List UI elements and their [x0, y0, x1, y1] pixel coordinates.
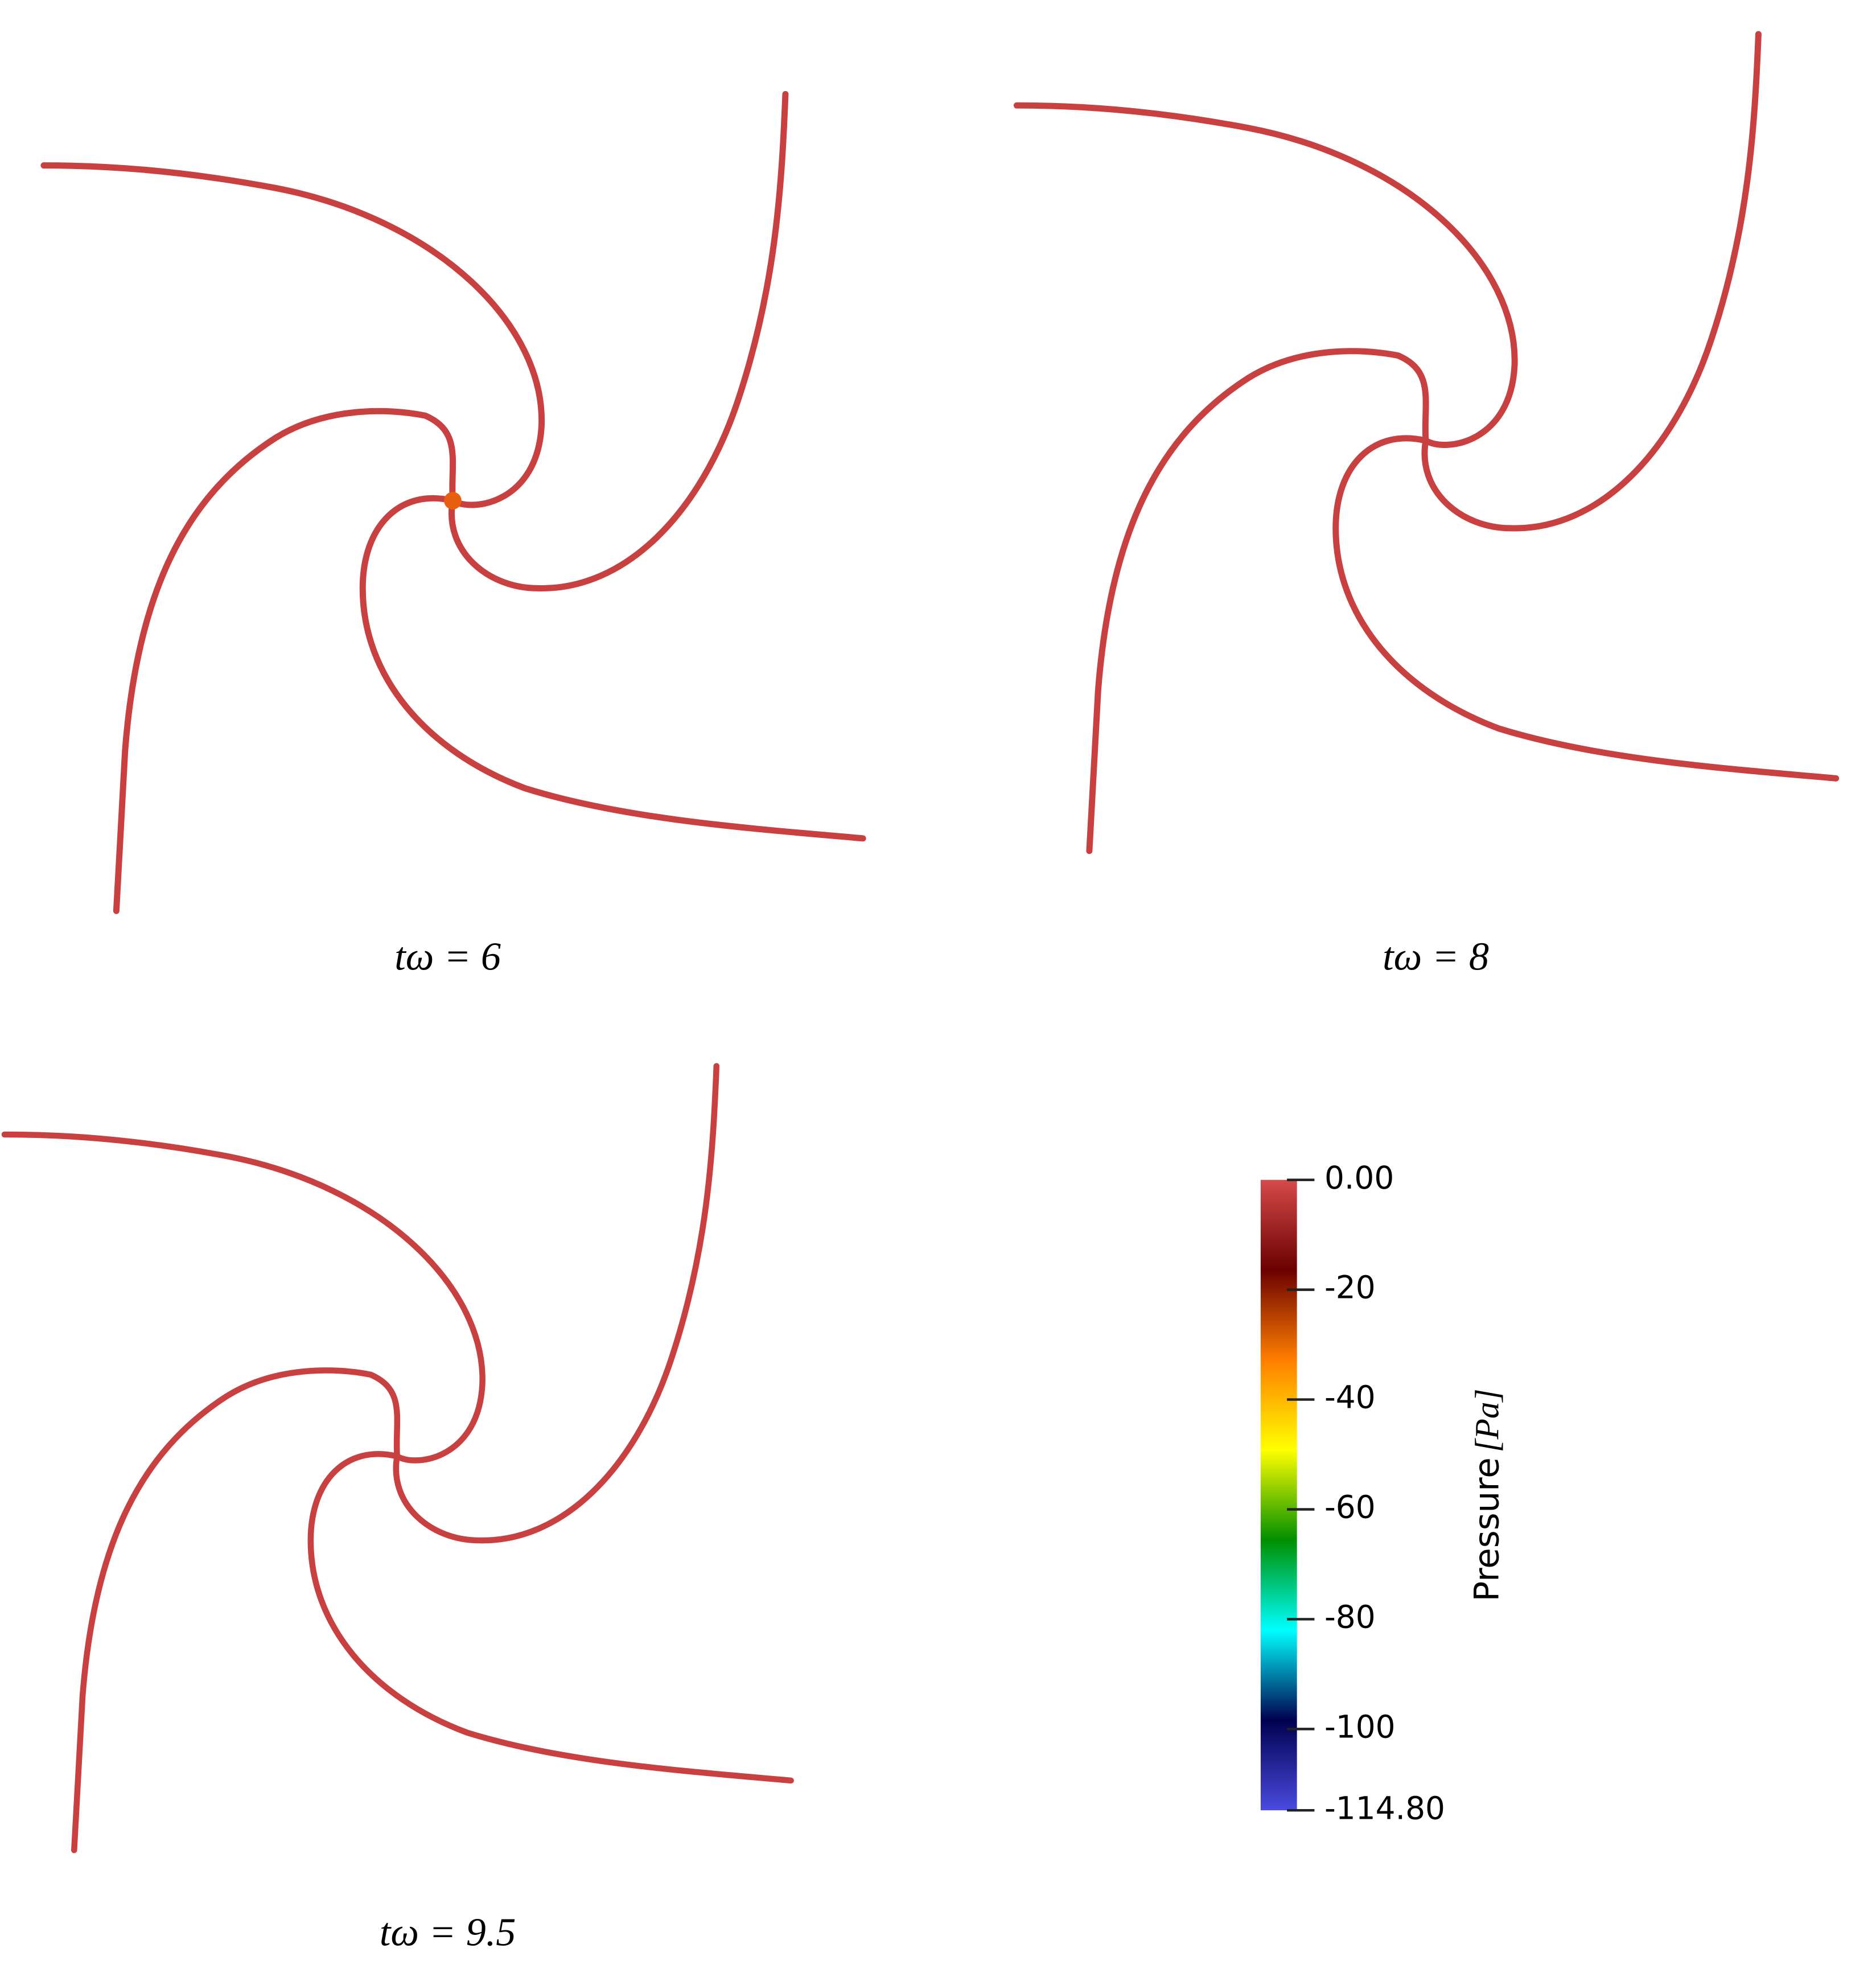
- title: Pressure: [1467, 1457, 1506, 1601]
- tick-label: 0.00: [1324, 1160, 1394, 1196]
- unit: [Pa]: [1468, 1388, 1505, 1452]
- colorbar: Pressure [Pa] 0.00 -20 -40 -60 -80 -100 -114.8…: [1260, 1160, 1506, 1826]
- tick-label: -60: [1324, 1489, 1376, 1526]
- colorbar-title: Pressure [Pa]: [1467, 1388, 1506, 1601]
- caption: tω = 6: [394, 935, 501, 979]
- tick-label: -40: [1324, 1379, 1376, 1416]
- caption: tω = 9.5: [380, 1910, 516, 1954]
- tick-label: -114.80: [1324, 1790, 1445, 1826]
- panel-3: tω = 9.5: [5, 1066, 791, 1954]
- tick-label: -20: [1324, 1269, 1376, 1306]
- interface: [5, 1066, 791, 1850]
- panel-2: tω = 8: [1017, 34, 1836, 979]
- interface: [1017, 34, 1836, 851]
- vortex-core: [444, 492, 462, 509]
- panel-1: tω = 6: [44, 94, 863, 979]
- tick-label: -100: [1324, 1708, 1396, 1745]
- tick-label: -80: [1324, 1599, 1376, 1635]
- caption: tω = 8: [1383, 935, 1489, 979]
- color-scale: [1260, 1179, 1297, 1811]
